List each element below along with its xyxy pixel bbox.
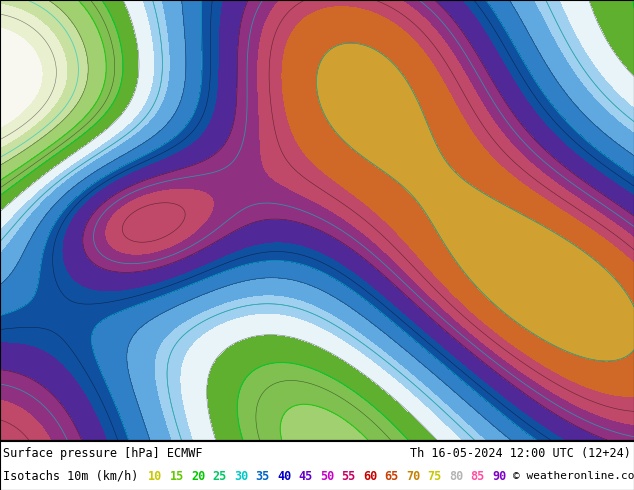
Text: Isotachs 10m (km/h): Isotachs 10m (km/h) bbox=[3, 469, 145, 483]
Text: 55: 55 bbox=[342, 469, 356, 483]
Text: Th 16-05-2024 12:00 UTC (12+24): Th 16-05-2024 12:00 UTC (12+24) bbox=[410, 446, 631, 460]
Text: © weatheronline.co.uk: © weatheronline.co.uk bbox=[513, 471, 634, 481]
Text: 85: 85 bbox=[470, 469, 485, 483]
Text: 60: 60 bbox=[363, 469, 377, 483]
Text: 50: 50 bbox=[320, 469, 334, 483]
Text: 10: 10 bbox=[148, 469, 162, 483]
Text: 15: 15 bbox=[169, 469, 184, 483]
Text: Surface pressure [hPa] ECMWF: Surface pressure [hPa] ECMWF bbox=[3, 446, 202, 460]
Text: 45: 45 bbox=[299, 469, 313, 483]
Text: 20: 20 bbox=[191, 469, 205, 483]
Text: 30: 30 bbox=[234, 469, 249, 483]
Text: 90: 90 bbox=[492, 469, 507, 483]
Text: 25: 25 bbox=[212, 469, 227, 483]
Text: 35: 35 bbox=[256, 469, 269, 483]
Text: 75: 75 bbox=[427, 469, 442, 483]
Text: 65: 65 bbox=[384, 469, 399, 483]
Text: 40: 40 bbox=[277, 469, 291, 483]
Text: 70: 70 bbox=[406, 469, 420, 483]
Text: 80: 80 bbox=[449, 469, 463, 483]
